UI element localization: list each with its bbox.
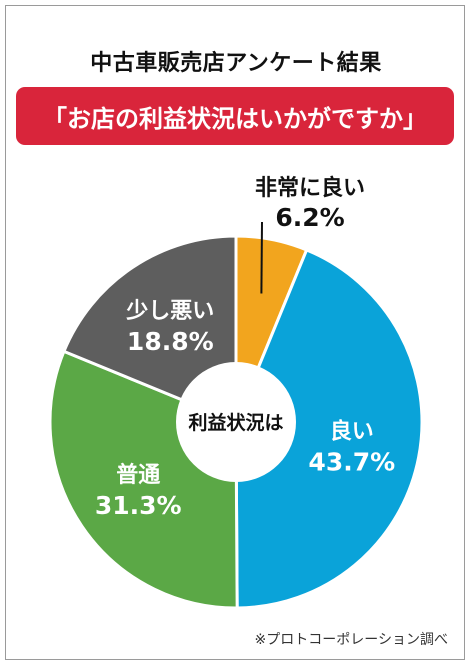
slice-value-normal: 31.3% [95, 491, 182, 520]
slice-label-good: 良い [330, 419, 374, 445]
donut-hole [176, 362, 296, 482]
slice-value-good: 43.7% [308, 448, 395, 477]
center-label: 利益状況は [188, 411, 283, 434]
page-title: 中古車販売店アンケート結果 [90, 51, 382, 76]
slice-label-very-good: 非常に良い [255, 175, 365, 201]
slice-value-slightly-bad: 18.8% [127, 327, 214, 356]
source-footnote: ※プロトコーポレーション調べ [254, 632, 448, 648]
question-banner: 「お店の利益状況はいかがですか」 [16, 87, 454, 145]
slice-label-normal: 普通 [116, 462, 160, 488]
slice-label-slightly-bad: 少し悪い [125, 299, 214, 324]
pie-slice-slightly-bad [61, 234, 238, 425]
slice-value-very-good: 6.2% [275, 203, 344, 232]
pie-slice-good [234, 247, 424, 610]
leader-line-very-good [260, 221, 263, 294]
